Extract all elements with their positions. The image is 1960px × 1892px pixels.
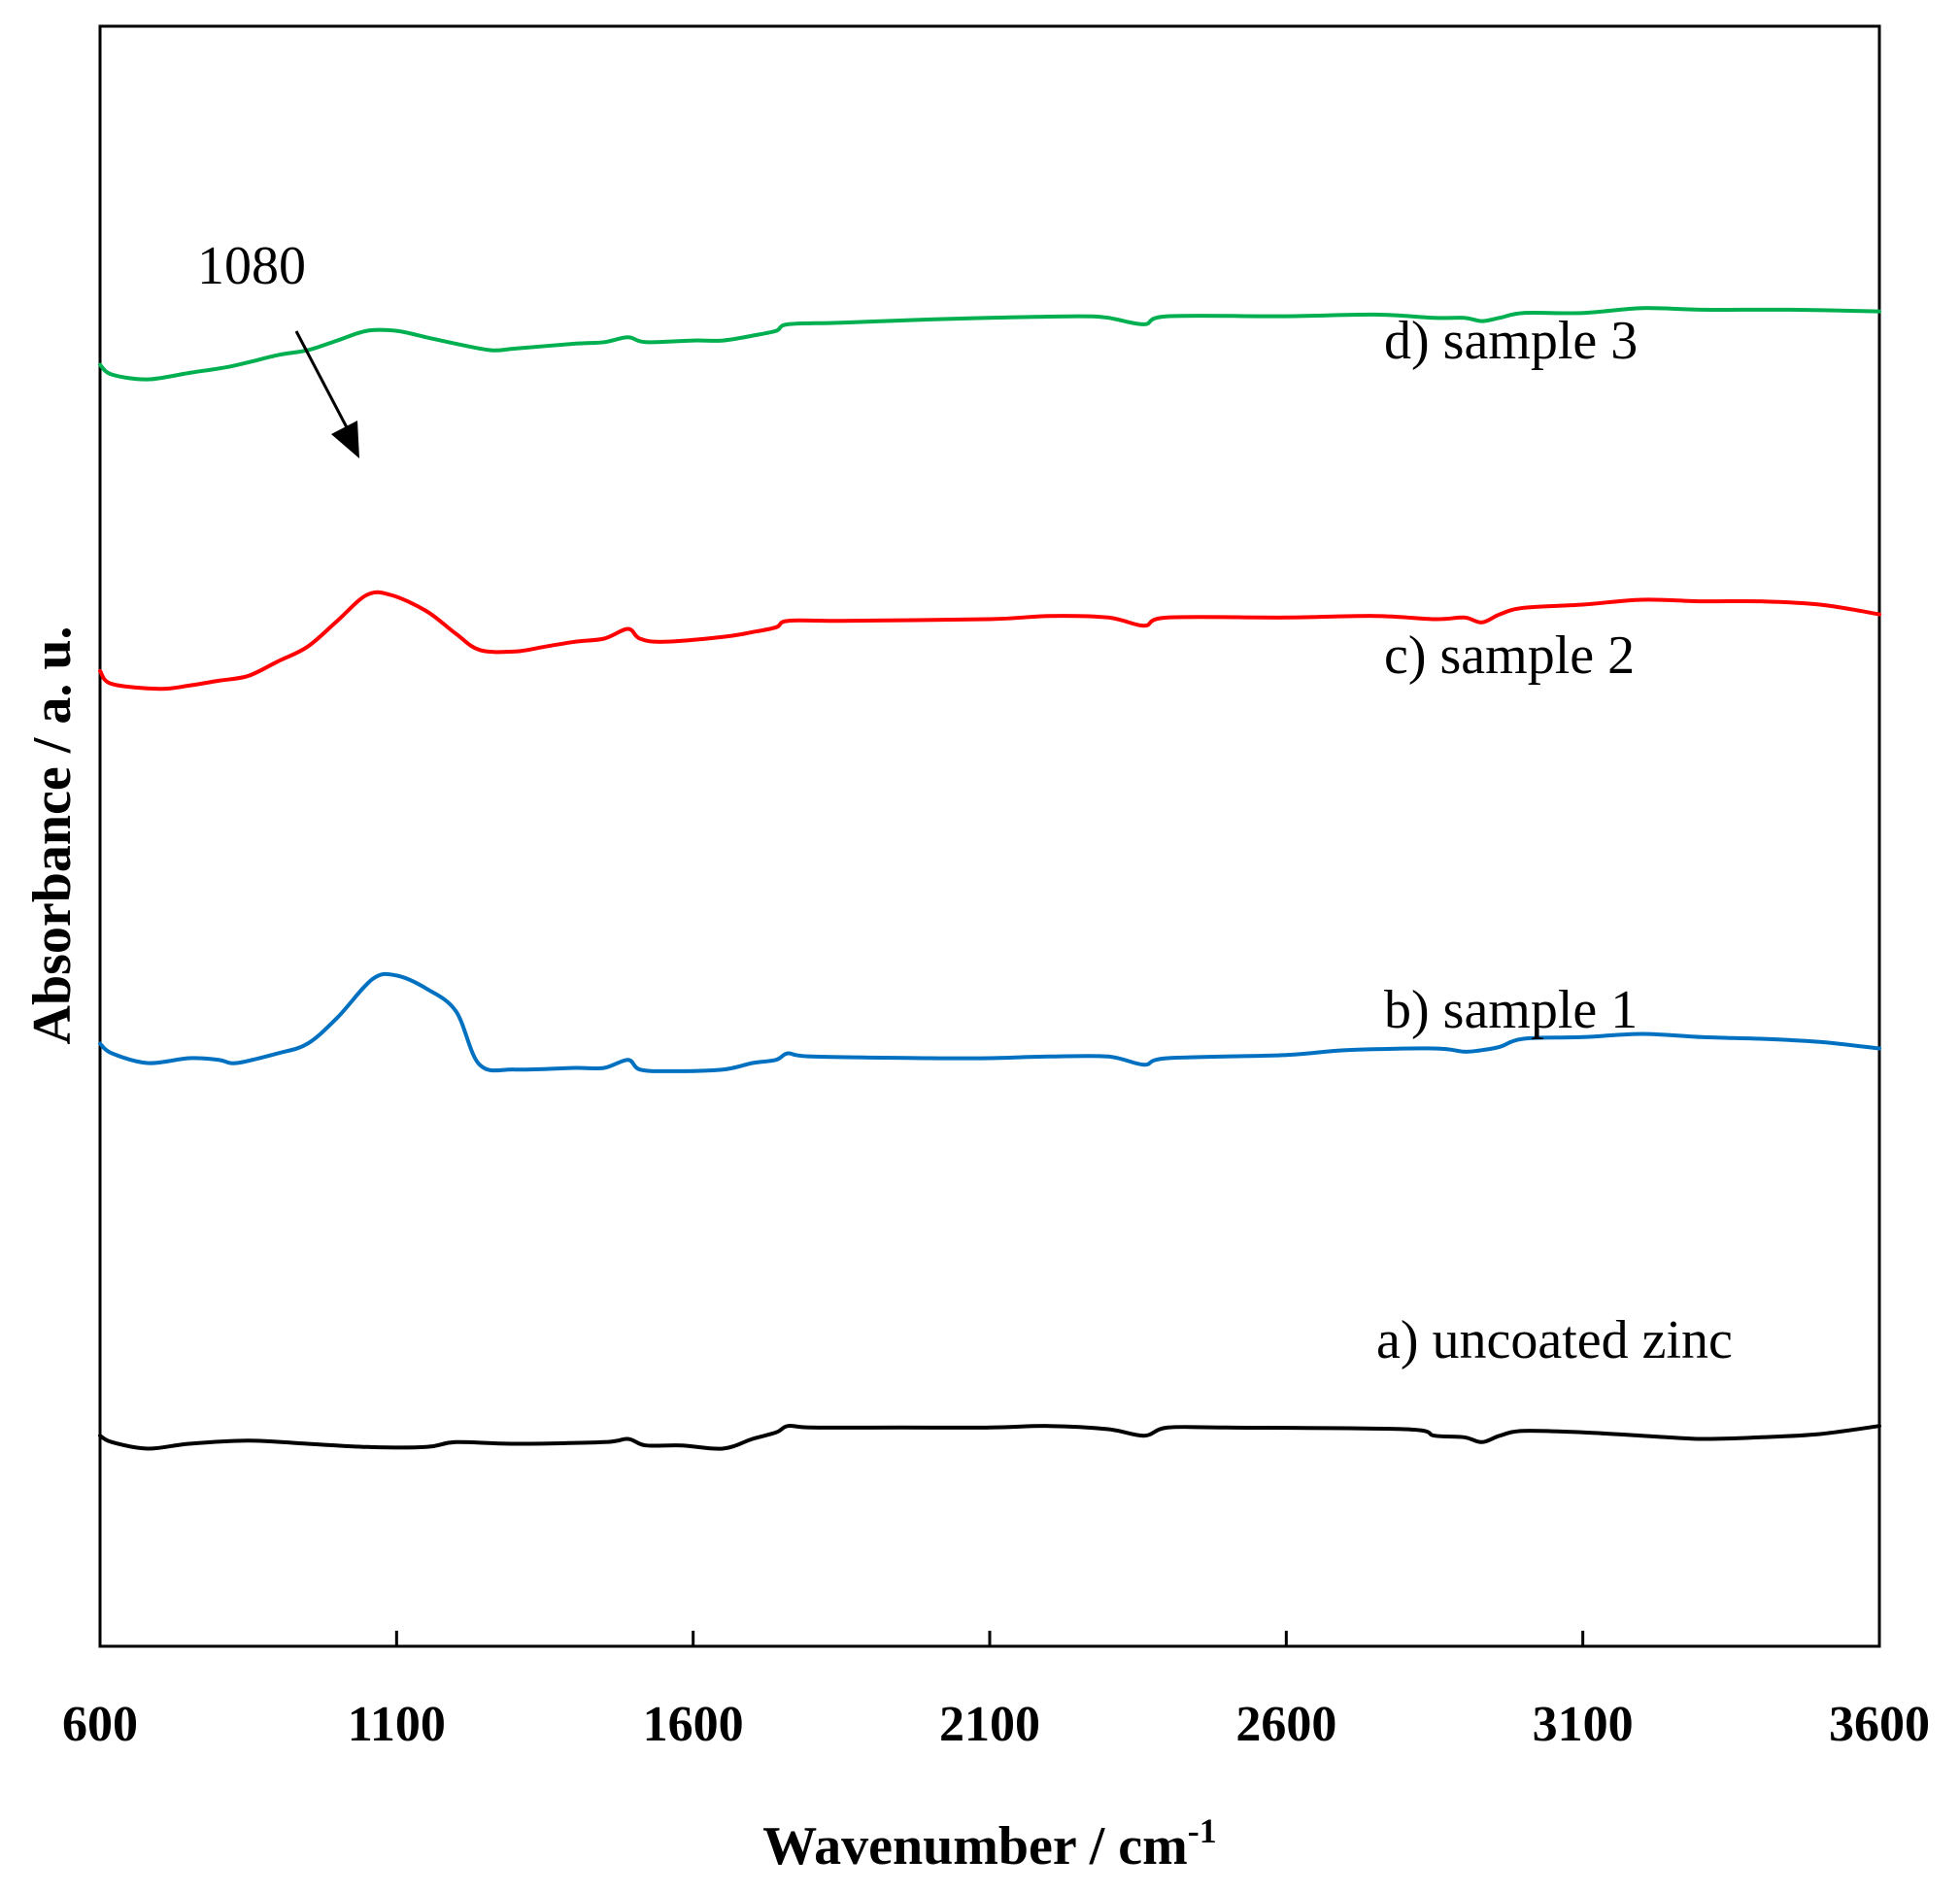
series-label-uncoated-zinc: a) uncoated zinc [1376, 1310, 1733, 1370]
x-axis-tick-labels: 600 1100 1600 2100 2600 3100 3600 [62, 1697, 1930, 1752]
x-tick-label-2100: 2100 [939, 1697, 1040, 1752]
x-tick-label-1600: 1600 [643, 1697, 744, 1752]
y-axis-title: Absorbance / a. u. [22, 626, 83, 1045]
series-label-sample-3: d) sample 3 [1384, 311, 1638, 371]
x-tick-label-2600: 2600 [1235, 1697, 1336, 1752]
x-tick-label-3100: 3100 [1533, 1697, 1634, 1752]
x-axis-title: Wavenumber / cm-1 [762, 1811, 1217, 1876]
annotation-arrow-head [331, 421, 359, 458]
series-label-sample-1: b) sample 1 [1384, 980, 1638, 1040]
series-traces [98, 306, 1881, 1451]
x-tick-label-1100: 1100 [348, 1697, 446, 1752]
series-line-sample-1 [98, 971, 1881, 1073]
x-tick-label-600: 600 [62, 1697, 138, 1752]
annotation-label: 1080 [197, 236, 306, 296]
series-label-sample-2: c) sample 2 [1384, 625, 1635, 686]
series-line-uncoated-zinc [98, 1423, 1881, 1451]
annotation-arrow-line [294, 330, 350, 430]
series-line-sample-2 [98, 590, 1881, 692]
x-axis-title-text: Wavenumber / cm [762, 1816, 1188, 1876]
x-tick-label-3600: 3600 [1829, 1697, 1930, 1752]
series-line-sample-3 [98, 306, 1881, 382]
x-axis-title-superscript: -1 [1188, 1811, 1217, 1850]
x-axis-tick-marks [98, 1631, 1881, 1646]
